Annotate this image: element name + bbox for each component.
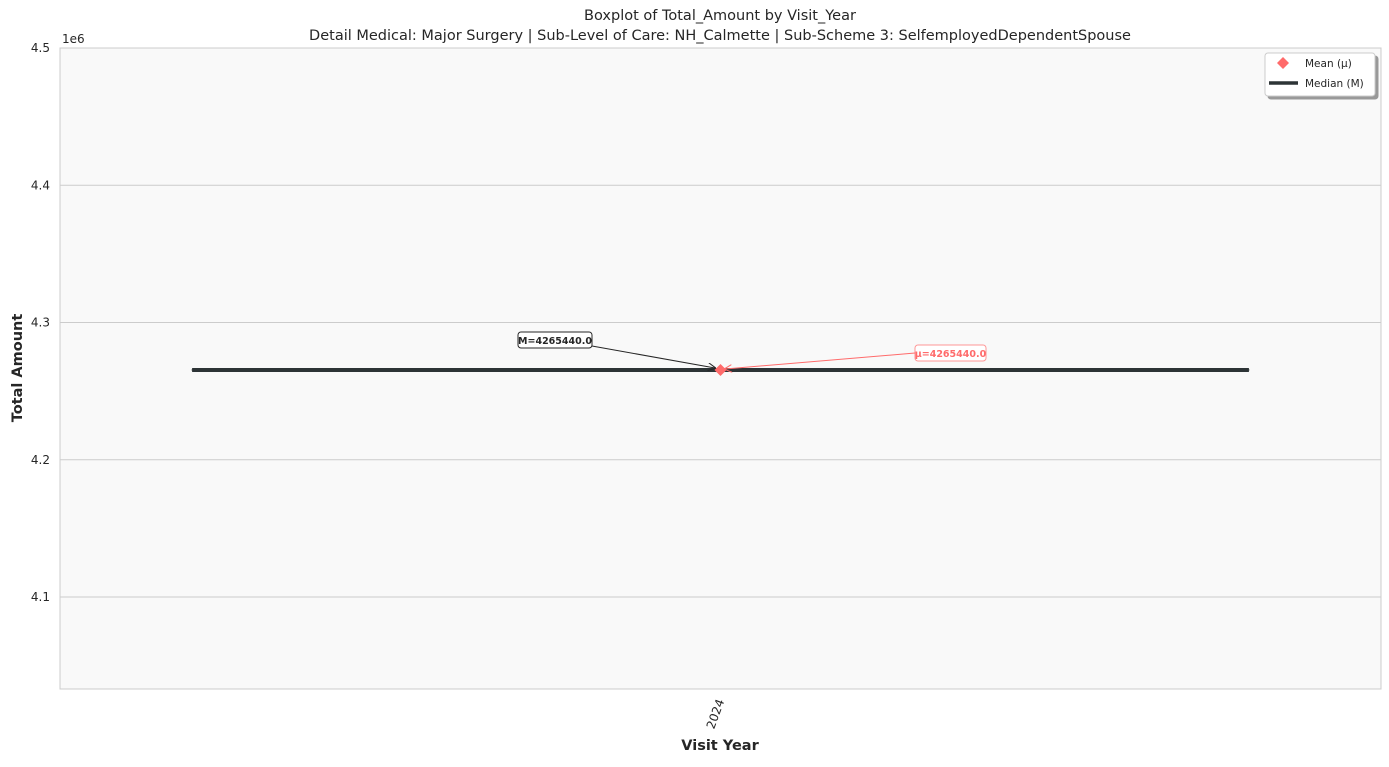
x-tick-label: 2024: [704, 697, 728, 730]
mean-annotation-label: μ=4265440.0: [915, 349, 987, 360]
x-tick-labels: 2024: [704, 697, 728, 730]
chart-title: Boxplot of Total_Amount by Visit_Year: [584, 8, 856, 24]
y-tick-label: 4.5: [31, 41, 50, 55]
median-annotation-label: M=4265440.0: [518, 336, 592, 347]
y-axis-label: Total Amount: [10, 314, 26, 423]
y-tick-label: 4.1: [31, 590, 50, 604]
legend-mean-label: Mean (μ): [1305, 58, 1352, 70]
legend-median-label: Median (M): [1305, 78, 1364, 90]
y-tick-label: 4.3: [31, 316, 50, 330]
chart-legend: Mean (μ) Median (M): [1265, 53, 1375, 96]
y-tick-labels: 4.1 4.2 4.3 4.4 4.5: [31, 41, 50, 604]
x-axis-label: Visit Year: [681, 738, 759, 754]
y-axis-offset-label: 1e6: [62, 32, 85, 46]
y-tick-label: 4.4: [31, 178, 50, 192]
y-tick-label: 4.2: [31, 453, 50, 467]
chart-subtitle: Detail Medical: Major Surgery | Sub-Leve…: [309, 28, 1131, 44]
